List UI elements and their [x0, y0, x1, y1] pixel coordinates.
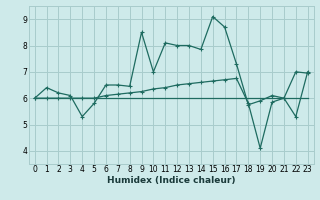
- X-axis label: Humidex (Indice chaleur): Humidex (Indice chaleur): [107, 176, 236, 185]
